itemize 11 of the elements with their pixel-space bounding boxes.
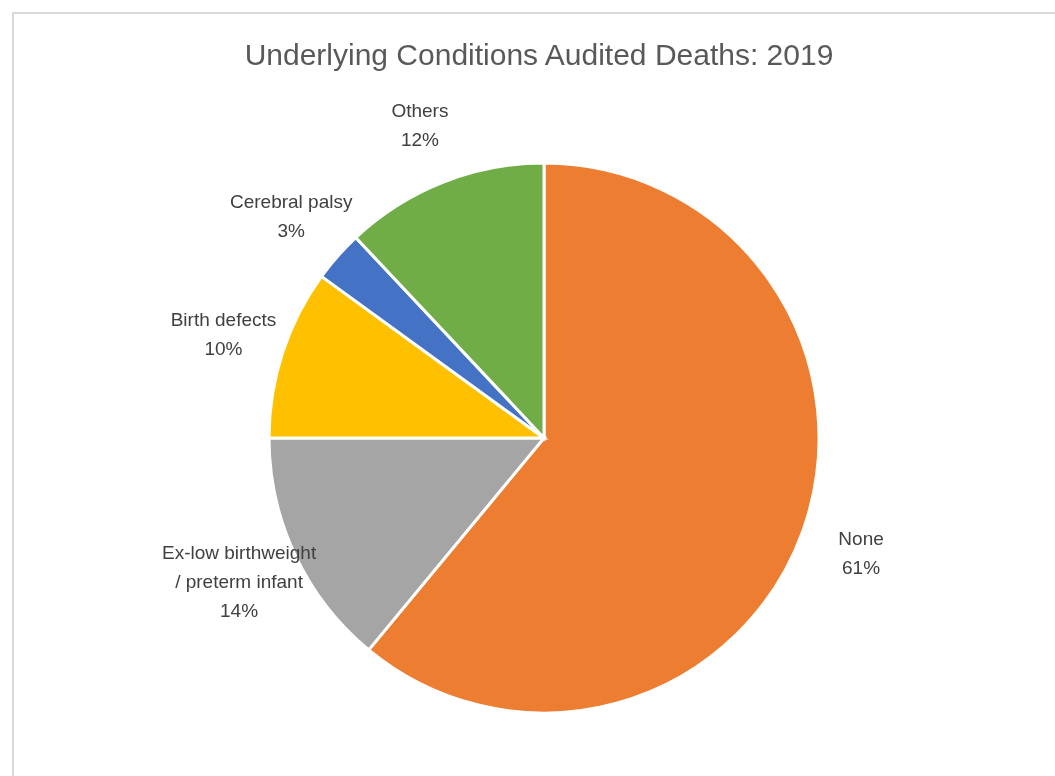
data-label: 3% (277, 219, 306, 241)
slice-label: Cerebral palsy (229, 190, 353, 212)
chart-title: Underlying Conditions Audited Deaths: 2019 (243, 38, 835, 72)
data-label: 10% (204, 337, 243, 359)
data-label: 61% (842, 556, 881, 578)
slice-label: Others (391, 99, 449, 121)
data-label: 12% (400, 128, 440, 150)
slice-label: Birth defects (170, 308, 277, 330)
slice-label: Ex-low birthweight / preterm infant (161, 541, 317, 592)
slice-label: None (838, 527, 884, 549)
data-label: 14% (220, 599, 259, 621)
